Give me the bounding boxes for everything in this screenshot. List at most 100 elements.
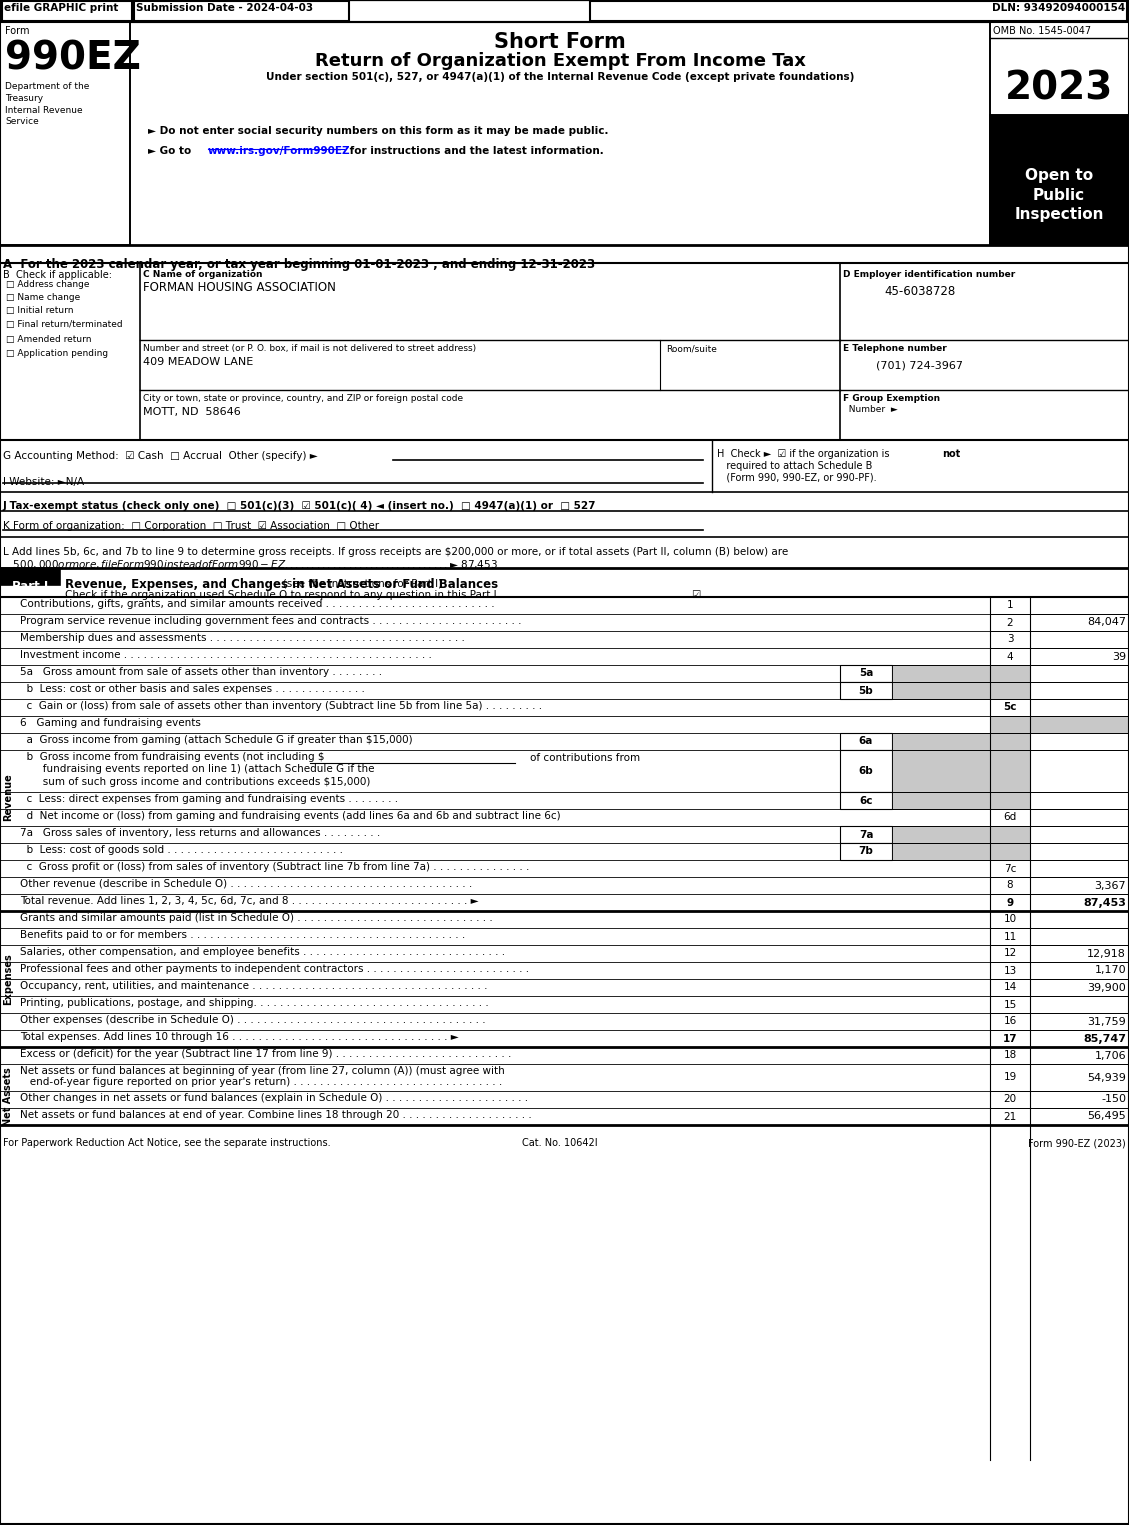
Bar bbox=[990, 682, 1030, 698]
Text: □ Name change: □ Name change bbox=[6, 293, 80, 302]
Bar bbox=[1030, 596, 1129, 613]
Text: 5a   Gross amount from sale of assets other than inventory . . . . . . . .: 5a Gross amount from sale of assets othe… bbox=[20, 666, 382, 677]
Text: efile GRAPHIC print: efile GRAPHIC print bbox=[5, 3, 119, 14]
Text: C Name of organization: C Name of organization bbox=[143, 270, 263, 279]
Text: 409 MEADOW LANE: 409 MEADOW LANE bbox=[143, 357, 253, 368]
Text: Printing, publications, postage, and shipping. . . . . . . . . . . . . . . . . .: Printing, publications, postage, and shi… bbox=[20, 997, 489, 1008]
Text: 39,900: 39,900 bbox=[1087, 982, 1126, 993]
Text: 84,047: 84,047 bbox=[1087, 618, 1126, 627]
Text: Expenses: Expenses bbox=[3, 953, 14, 1005]
Text: 7c: 7c bbox=[1004, 863, 1016, 874]
Bar bbox=[990, 114, 1129, 246]
Text: 6b: 6b bbox=[859, 766, 874, 776]
Text: 4: 4 bbox=[1007, 651, 1014, 662]
Bar bbox=[1030, 808, 1129, 825]
Text: 31,759: 31,759 bbox=[1087, 1017, 1126, 1026]
Text: MOTT, ND  58646: MOTT, ND 58646 bbox=[143, 407, 240, 416]
Text: 5c: 5c bbox=[1004, 703, 1017, 712]
Bar bbox=[990, 979, 1030, 996]
Text: 6a: 6a bbox=[859, 737, 873, 747]
Text: sum of such gross income and contributions exceeds $15,000): sum of such gross income and contributio… bbox=[20, 778, 370, 787]
Bar bbox=[990, 21, 1129, 114]
Bar bbox=[134, 2, 349, 21]
Text: Total revenue. Add lines 1, 2, 3, 4, 5c, 6d, 7c, and 8 . . . . . . . . . . . . .: Total revenue. Add lines 1, 2, 3, 4, 5c,… bbox=[20, 897, 479, 906]
Text: not: not bbox=[942, 448, 961, 459]
Bar bbox=[1030, 615, 1129, 631]
Text: Short Form: Short Form bbox=[495, 32, 625, 52]
Bar bbox=[1030, 910, 1129, 927]
Text: Other revenue (describe in Schedule O) . . . . . . . . . . . . . . . . . . . . .: Other revenue (describe in Schedule O) .… bbox=[20, 878, 472, 889]
Bar bbox=[2, 2, 132, 21]
Text: 9: 9 bbox=[1006, 898, 1014, 907]
Text: 990EZ: 990EZ bbox=[5, 40, 141, 76]
Text: 54,939: 54,939 bbox=[1087, 1072, 1126, 1083]
Bar bbox=[1030, 734, 1129, 750]
Text: □ Address change: □ Address change bbox=[6, 281, 89, 290]
Text: 7a: 7a bbox=[859, 830, 873, 839]
Text: Excess or (deficit) for the year (Subtract line 17 from line 9) . . . . . . . . : Excess or (deficit) for the year (Subtra… bbox=[20, 1049, 511, 1058]
Text: Room/suite: Room/suite bbox=[666, 345, 717, 352]
Text: Revenue: Revenue bbox=[3, 773, 14, 820]
Bar bbox=[840, 843, 892, 860]
Bar bbox=[990, 946, 1030, 962]
Text: 6d: 6d bbox=[1004, 813, 1016, 822]
Bar bbox=[990, 615, 1030, 631]
Bar bbox=[1030, 1029, 1129, 1046]
Bar bbox=[0, 21, 130, 246]
Text: c  Less: direct expenses from gaming and fundraising events . . . . . . . .: c Less: direct expenses from gaming and … bbox=[20, 795, 399, 804]
Bar bbox=[1030, 682, 1129, 698]
Text: Other changes in net assets or fund balances (explain in Schedule O) . . . . . .: Other changes in net assets or fund bala… bbox=[20, 1093, 528, 1103]
Text: 14: 14 bbox=[1004, 982, 1016, 993]
Text: Form: Form bbox=[5, 26, 29, 37]
Text: Revenue, Expenses, and Changes in Net Assets or Fund Balances: Revenue, Expenses, and Changes in Net As… bbox=[65, 578, 498, 592]
Bar bbox=[1030, 648, 1129, 665]
Bar bbox=[990, 1090, 1030, 1107]
Bar bbox=[990, 648, 1030, 665]
Text: □ Amended return: □ Amended return bbox=[6, 336, 91, 345]
Bar bbox=[990, 791, 1030, 808]
Text: Net assets or fund balances at beginning of year (from line 27, column (A)) (mus: Net assets or fund balances at beginning… bbox=[20, 1066, 505, 1077]
Text: ► Go to: ► Go to bbox=[148, 146, 195, 156]
Bar bbox=[990, 750, 1030, 791]
Bar bbox=[1030, 750, 1129, 791]
Text: 12: 12 bbox=[1004, 949, 1016, 959]
Text: 7a   Gross sales of inventory, less returns and allowances . . . . . . . . .: 7a Gross sales of inventory, less return… bbox=[20, 828, 380, 839]
Text: F Group Exemption: F Group Exemption bbox=[843, 393, 940, 403]
Text: E Telephone number: E Telephone number bbox=[843, 345, 947, 352]
Text: 13: 13 bbox=[1004, 965, 1016, 976]
Text: Program service revenue including government fees and contracts . . . . . . . . : Program service revenue including govern… bbox=[20, 616, 522, 625]
Text: c  Gross profit or (loss) from sales of inventory (Subtract line 7b from line 7a: c Gross profit or (loss) from sales of i… bbox=[20, 862, 530, 872]
Text: Professional fees and other payments to independent contractors . . . . . . . . : Professional fees and other payments to … bbox=[20, 964, 530, 974]
Text: Net assets or fund balances at end of year. Combine lines 18 through 20 . . . . : Net assets or fund balances at end of ye… bbox=[20, 1110, 532, 1119]
Text: Membership dues and assessments . . . . . . . . . . . . . . . . . . . . . . . . : Membership dues and assessments . . . . … bbox=[20, 633, 465, 644]
Bar bbox=[892, 665, 990, 682]
Bar bbox=[1030, 665, 1129, 682]
Bar bbox=[990, 1109, 1030, 1125]
Bar bbox=[990, 962, 1030, 979]
Text: b  Gross income from fundraising events (not including $: b Gross income from fundraising events (… bbox=[20, 752, 324, 762]
Bar bbox=[1030, 698, 1129, 715]
Text: Part I: Part I bbox=[12, 580, 49, 593]
Text: 16: 16 bbox=[1004, 1017, 1016, 1026]
Bar bbox=[892, 734, 990, 750]
Bar bbox=[990, 910, 1030, 927]
Text: 11: 11 bbox=[1004, 932, 1016, 941]
Text: Salaries, other compensation, and employee benefits . . . . . . . . . . . . . . : Salaries, other compensation, and employ… bbox=[20, 947, 505, 958]
Text: Number  ►: Number ► bbox=[843, 406, 898, 413]
Text: (701) 724-3967: (701) 724-3967 bbox=[876, 360, 963, 371]
Text: (Form 990, 990-EZ, or 990-PF).: (Form 990, 990-EZ, or 990-PF). bbox=[717, 473, 876, 483]
Bar bbox=[0, 0, 1129, 21]
Bar bbox=[1030, 1048, 1129, 1064]
Bar bbox=[1030, 1109, 1129, 1125]
Text: J Tax-exempt status (check only one)  □ 501(c)(3)  ☑ 501(c)( 4) ◄ (insert no.)  : J Tax-exempt status (check only one) □ 5… bbox=[3, 502, 596, 511]
Text: FORMAN HOUSING ASSOCIATION: FORMAN HOUSING ASSOCIATION bbox=[143, 281, 335, 294]
Bar bbox=[1030, 877, 1129, 894]
Text: for instructions and the latest information.: for instructions and the latest informat… bbox=[345, 146, 604, 156]
Text: A  For the 2023 calendar year, or tax year beginning 01-01-2023 , and ending 12-: A For the 2023 calendar year, or tax yea… bbox=[3, 258, 595, 271]
Text: K Form of organization:  □ Corporation  □ Trust  ☑ Association  □ Other: K Form of organization: □ Corporation □ … bbox=[3, 522, 379, 531]
Text: 20: 20 bbox=[1004, 1095, 1016, 1104]
Text: D Employer identification number: D Employer identification number bbox=[843, 270, 1015, 279]
Bar bbox=[1030, 631, 1129, 648]
Text: 7b: 7b bbox=[858, 846, 874, 857]
Text: Open to
Public
Inspection: Open to Public Inspection bbox=[1014, 168, 1104, 223]
